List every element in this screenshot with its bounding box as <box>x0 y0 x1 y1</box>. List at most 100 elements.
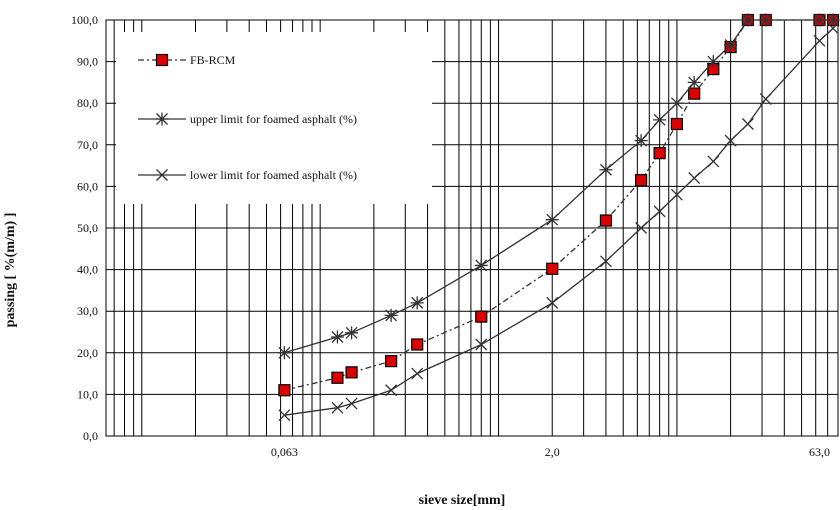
x-marker <box>156 169 168 181</box>
point-marker <box>474 258 488 272</box>
asterisk-marker <box>634 134 648 148</box>
point-marker <box>670 188 683 201</box>
point-marker <box>812 13 826 27</box>
x-marker <box>385 384 398 397</box>
asterisk-marker <box>599 163 613 177</box>
point-marker <box>155 112 169 126</box>
point-marker <box>345 397 358 410</box>
asterisk-marker <box>474 258 488 272</box>
asterisk-marker <box>410 296 424 310</box>
point-marker <box>688 172 701 185</box>
y-tick-label: 80,0 <box>77 96 98 110</box>
point-marker <box>635 222 648 234</box>
asterisk-marker <box>741 13 755 27</box>
x-marker <box>653 205 666 218</box>
x-tick-label: 63,0 <box>809 445 830 459</box>
point-marker <box>545 213 559 227</box>
x-marker <box>724 134 737 147</box>
point-marker <box>277 346 291 360</box>
y-axis-title: passing [ %(m/m) ] <box>3 213 18 328</box>
x-axis-title: sieve size[mm] <box>419 493 506 508</box>
y-tick-label: 40,0 <box>77 263 98 277</box>
point-marker <box>826 13 840 27</box>
square-marker <box>599 214 613 227</box>
square-marker <box>653 147 666 160</box>
y-tick-label: 70,0 <box>77 138 98 152</box>
x-marker <box>741 118 754 130</box>
point-marker <box>411 367 424 380</box>
x-marker <box>345 397 358 410</box>
asterisk-marker <box>724 38 738 52</box>
y-tick-label: 0,0 <box>83 429 98 443</box>
square-marker <box>385 355 398 368</box>
point-marker <box>724 134 737 147</box>
point-marker <box>475 310 488 323</box>
x-marker <box>278 409 291 422</box>
point-marker <box>813 34 826 47</box>
asterisk-marker <box>687 75 701 89</box>
series-1 <box>277 13 840 360</box>
point-marker <box>546 296 559 309</box>
asterisk-marker <box>330 330 344 344</box>
square-marker <box>331 371 344 384</box>
asterisk-marker <box>670 96 684 110</box>
point-marker <box>635 174 648 187</box>
square-marker <box>345 366 358 379</box>
point-marker <box>670 117 684 131</box>
y-tick-label: 10,0 <box>77 387 98 401</box>
legend-label: lower limit for foamed asphalt (%) <box>190 168 357 182</box>
square-marker <box>411 338 424 351</box>
point-marker <box>653 113 667 127</box>
point-marker <box>156 169 168 181</box>
square-marker <box>688 87 701 100</box>
point-marker <box>599 214 613 227</box>
point-marker <box>155 53 169 67</box>
point-marker <box>759 93 772 105</box>
plot-frame <box>105 19 839 437</box>
x-marker <box>670 188 683 201</box>
asterisk-marker <box>155 112 169 126</box>
y-tick-label: 60,0 <box>77 179 98 193</box>
square-marker <box>546 262 559 275</box>
point-marker <box>411 338 424 351</box>
point-marker <box>599 163 613 177</box>
point-marker <box>384 308 398 322</box>
x-marker <box>599 255 612 268</box>
x-marker <box>688 172 701 185</box>
x-marker <box>635 222 648 234</box>
asterisk-marker <box>653 113 667 127</box>
legend-label: upper limit for foamed asphalt (%) <box>190 112 357 126</box>
x-marker <box>411 367 424 380</box>
point-marker <box>331 401 344 414</box>
point-marker <box>410 296 424 310</box>
x-marker <box>331 401 344 414</box>
x-tick-label: 0,063 <box>271 445 298 459</box>
square-marker <box>475 310 488 323</box>
asterisk-marker <box>277 346 291 360</box>
square-marker <box>635 174 648 187</box>
point-marker <box>345 326 359 340</box>
point-marker <box>475 338 488 351</box>
point-marker <box>345 366 358 379</box>
axes: 0,0 10,0 20,0 30,0 40,0 50,0 60,0 70,0 80,0 90,0 1… <box>71 13 839 459</box>
y-tick-label: 30,0 <box>77 304 98 318</box>
x-tick-label: 2,0 <box>545 445 560 459</box>
point-marker <box>741 13 755 27</box>
point-marker <box>278 409 291 422</box>
x-marker <box>827 22 839 35</box>
y-tick-label: 20,0 <box>77 346 98 360</box>
point-marker <box>278 384 291 397</box>
y-tick-label: 100,0 <box>71 13 98 27</box>
point-marker <box>385 384 398 397</box>
asterisk-marker <box>826 13 840 27</box>
grid <box>106 19 839 437</box>
x-marker <box>546 296 559 309</box>
point-marker <box>724 38 738 52</box>
series-line <box>284 27 834 416</box>
point-marker <box>634 134 648 148</box>
point-marker <box>688 87 701 100</box>
asterisk-marker <box>384 308 398 322</box>
legend: FB-RCM upper limit for foamed asphalt (%)… <box>116 32 432 204</box>
point-marker <box>653 147 666 160</box>
